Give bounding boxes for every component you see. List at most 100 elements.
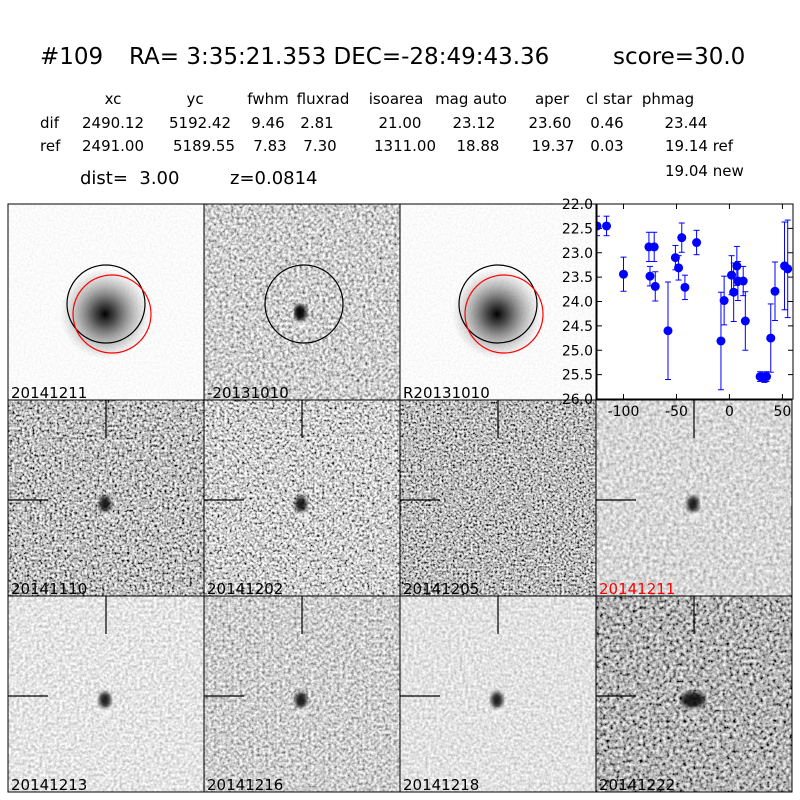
image-stamp: 20141211 (595, 399, 793, 598)
column-header: yc (186, 90, 203, 108)
table-cell: 0.03 (590, 137, 623, 155)
x-tick-label: -100 (608, 404, 640, 420)
data-point (738, 276, 748, 286)
y-tick-label: 25.0 (562, 343, 593, 359)
row-label: dif (40, 114, 60, 132)
aperture (72, 274, 152, 354)
data-point (680, 282, 690, 292)
image-stamp: R20131010 (399, 203, 597, 402)
y-tick-label: 26.0 (562, 392, 593, 408)
data-point (783, 264, 793, 274)
table-cell: 2.81 (300, 114, 333, 132)
table-cell: 2491.00 (82, 137, 144, 155)
coordinates: RA= 3:35:21.353 DEC=-28:49:43.36 (129, 44, 549, 70)
column-header: xc (105, 90, 122, 108)
column-header: fluxrad (297, 90, 350, 108)
panel-label: R20131010 (403, 384, 490, 402)
table-cell: 7.30 (303, 137, 336, 155)
aperture (464, 274, 544, 354)
data-point (762, 372, 772, 382)
table-cell: 23.44 (665, 114, 708, 132)
plot-frame (596, 203, 794, 400)
x-tick-label: -50 (665, 404, 688, 420)
data-point (597, 221, 602, 231)
data-point (602, 221, 612, 231)
plot-data (597, 215, 793, 391)
score: score=30.0 (613, 44, 745, 70)
image-stamp: 20141218 (399, 595, 597, 794)
table-cell: 21.00 (379, 114, 422, 132)
data-point (719, 296, 729, 306)
image-stamp: 20141211 (7, 203, 205, 402)
panel-label: 20141205 (403, 580, 479, 598)
y-tick-label: 23.5 (562, 270, 593, 286)
x-tick-label: 0 (725, 404, 734, 420)
table-cell: 0.46 (590, 114, 623, 132)
data-point (645, 271, 655, 281)
table-cell: 18.88 (457, 137, 500, 155)
aperture (264, 264, 344, 344)
phmag-new: 19.04 new (665, 162, 744, 180)
data-point (732, 261, 742, 271)
y-tick-label: 23.0 (562, 246, 593, 262)
data-point (663, 326, 673, 336)
panel-label: -20131010 (207, 384, 289, 402)
image-stamp: 20141205 (399, 399, 597, 598)
panel-label: 20141211 (11, 384, 87, 402)
image-stamp: -20131010 (203, 203, 401, 402)
image-stamp: 20141216 (203, 595, 401, 794)
data-point (716, 336, 726, 346)
y-tick-label: 25.5 (562, 368, 593, 384)
data-point (729, 287, 739, 297)
image-stamp: 20141213 (7, 595, 205, 794)
column-header: phmag (642, 90, 694, 108)
x-tick-label: 50 (773, 404, 791, 420)
table-cell: 1311.00 (374, 137, 436, 155)
y-tick-label: 24.5 (562, 319, 593, 335)
table-cell: 2490.12 (82, 114, 144, 132)
panel-label: 20141218 (403, 776, 479, 794)
table-cell: 9.46 (251, 114, 284, 132)
data-point (692, 238, 702, 248)
column-header: mag auto (435, 90, 507, 108)
table-cell: 7.83 (253, 137, 286, 155)
table-cell: 23.12 (453, 114, 496, 132)
column-header: aper (535, 90, 570, 108)
data-point (649, 242, 659, 252)
table-cell: 5189.55 (173, 137, 235, 155)
table-cell: 5192.42 (169, 114, 231, 132)
column-header: cl star (586, 90, 633, 108)
panel-label: 20141222 (599, 776, 675, 794)
y-tick-label: 22.0 (562, 197, 593, 213)
data-point (677, 233, 687, 243)
plot-area (597, 204, 793, 399)
image-stamp: 20141222 (595, 595, 793, 794)
data-point (618, 269, 628, 279)
y-tick-label: 24.0 (562, 295, 593, 311)
y-tick-label: 22.5 (562, 221, 593, 237)
panel-label: 20141202 (207, 580, 283, 598)
data-point (650, 281, 660, 291)
row-label: ref (40, 137, 61, 155)
image-stamp: 20141202 (203, 399, 401, 598)
redshift: z=0.0814 (230, 168, 318, 189)
aperture (458, 264, 538, 344)
panel-label: 20141213 (11, 776, 87, 794)
table-cell: 19.14 ref (665, 137, 734, 155)
distance: dist= 3.00 (80, 168, 179, 189)
table-cell: 23.60 (529, 114, 572, 132)
panel-label: 20141110 (11, 580, 87, 598)
data-point (770, 286, 780, 296)
aperture (66, 264, 146, 344)
data-point (674, 263, 684, 273)
image-stamp: 20141110 (7, 399, 205, 598)
object-id: #109 (40, 44, 103, 70)
table-cell: 19.37 (532, 137, 575, 155)
column-header: isoarea (369, 90, 424, 108)
panel-label: 20141211 (599, 580, 675, 598)
data-point (740, 316, 750, 326)
data-point (766, 333, 776, 343)
panel-label: 20141216 (207, 776, 283, 794)
frame (595, 595, 793, 793)
